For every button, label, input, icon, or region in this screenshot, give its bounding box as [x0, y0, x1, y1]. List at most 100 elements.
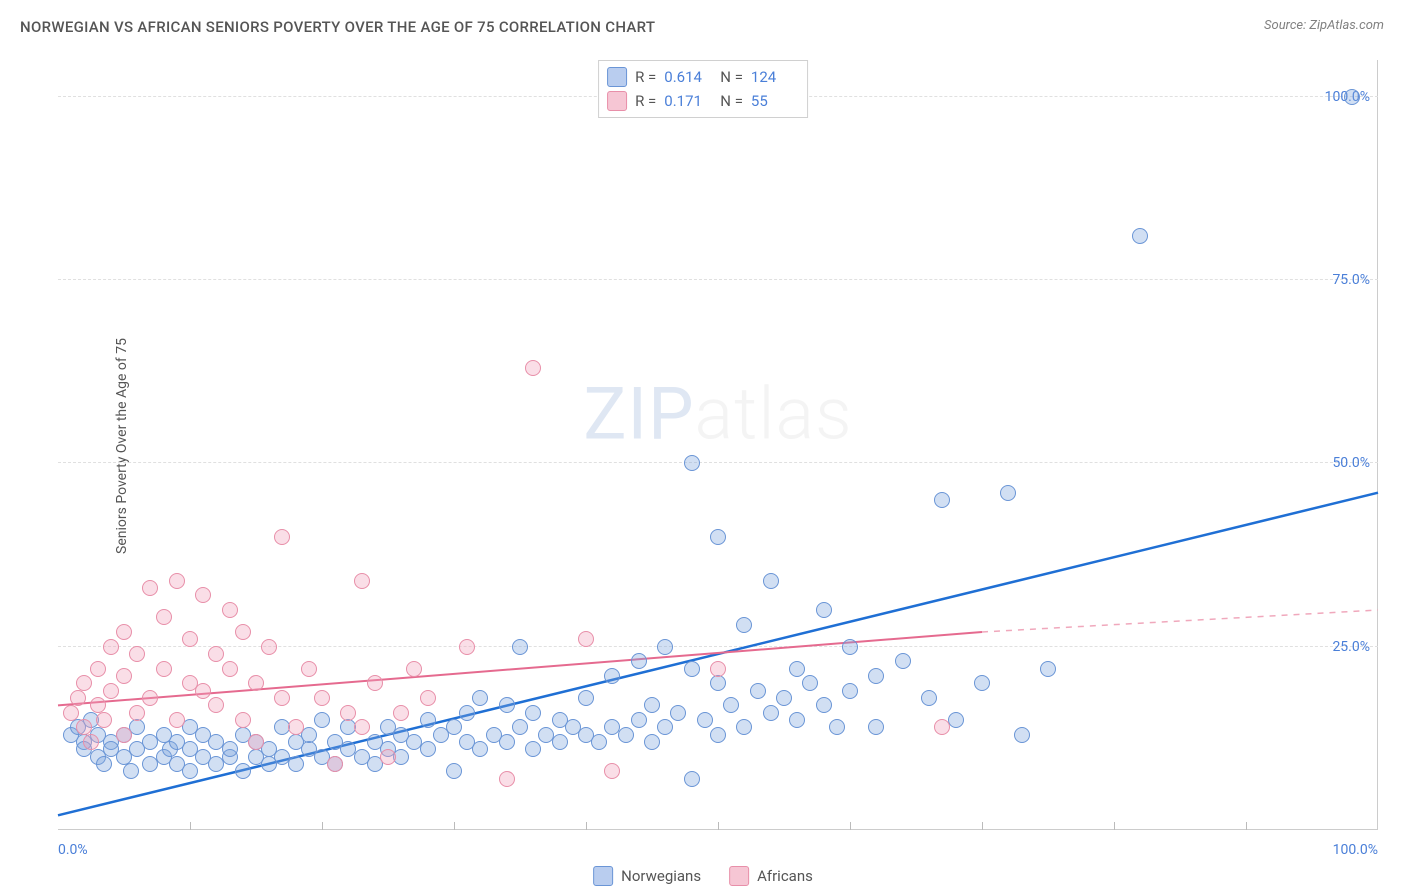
data-point — [222, 602, 238, 618]
data-point — [406, 661, 422, 677]
data-point — [169, 712, 185, 728]
data-point — [1014, 727, 1030, 743]
data-point — [776, 690, 792, 706]
data-point — [525, 705, 541, 721]
data-point — [314, 712, 330, 728]
data-point — [657, 639, 673, 655]
chart-title: NORWEGIAN VS AFRICAN SENIORS POVERTY OVE… — [20, 18, 655, 36]
data-point — [301, 661, 317, 677]
data-point — [235, 712, 251, 728]
scatter-plot: ZIPatlas 25.0%50.0%75.0%100.0% 0.0% 100.… — [58, 60, 1378, 830]
data-point — [90, 661, 106, 677]
data-point — [446, 763, 462, 779]
data-point — [750, 683, 766, 699]
data-point — [789, 661, 805, 677]
data-point — [578, 631, 594, 647]
data-point — [90, 697, 106, 713]
data-point — [578, 690, 594, 706]
data-point — [70, 690, 86, 706]
series-legend-item: Norwegians — [593, 866, 701, 886]
data-point — [710, 529, 726, 545]
data-point — [182, 763, 198, 779]
data-point — [499, 771, 515, 787]
data-point — [116, 668, 132, 684]
data-point — [763, 705, 779, 721]
data-point — [156, 661, 172, 677]
data-point — [142, 690, 158, 706]
legend-swatch — [593, 866, 613, 886]
data-point — [631, 712, 647, 728]
data-point — [697, 712, 713, 728]
data-point — [591, 734, 607, 750]
data-point — [816, 602, 832, 618]
x-tick-max: 100.0% — [1333, 842, 1378, 858]
data-point — [974, 675, 990, 691]
data-point — [657, 719, 673, 735]
data-point — [393, 705, 409, 721]
correlation-legend: R =0.614N =124R =0.171N =55 — [598, 60, 808, 118]
legend-r-value: 0.171 — [664, 92, 712, 110]
data-point — [169, 573, 185, 589]
data-point — [123, 763, 139, 779]
data-point — [472, 690, 488, 706]
data-point — [789, 712, 805, 728]
legend-swatch — [607, 91, 627, 111]
data-point — [631, 653, 647, 669]
series-legend: Norwegians Africans — [593, 866, 813, 886]
data-point — [472, 741, 488, 757]
data-point — [63, 705, 79, 721]
data-point — [288, 719, 304, 735]
source-attribution: Source: ZipAtlas.com — [1264, 18, 1384, 33]
data-point — [195, 587, 211, 603]
data-point — [116, 727, 132, 743]
data-point — [208, 646, 224, 662]
data-point — [96, 756, 112, 772]
data-point — [921, 690, 937, 706]
data-point — [354, 573, 370, 589]
data-point — [525, 741, 541, 757]
data-point — [116, 624, 132, 640]
data-point — [83, 734, 99, 750]
data-point — [248, 734, 264, 750]
data-point — [736, 617, 752, 633]
data-point — [380, 749, 396, 765]
data-point — [710, 727, 726, 743]
data-point — [604, 668, 620, 684]
data-point — [103, 683, 119, 699]
data-point — [314, 690, 330, 706]
data-point — [222, 741, 238, 757]
data-point — [604, 763, 620, 779]
data-point — [195, 683, 211, 699]
data-point — [274, 529, 290, 545]
data-point — [934, 492, 950, 508]
series-label: Africans — [757, 867, 813, 885]
data-point — [684, 455, 700, 471]
legend-row: R =0.614N =124 — [607, 65, 799, 89]
data-point — [1040, 661, 1056, 677]
legend-swatch — [607, 67, 627, 87]
x-tick-min: 0.0% — [58, 842, 88, 858]
data-point — [76, 675, 92, 691]
legend-n-value: 55 — [751, 92, 799, 110]
trend-lines — [58, 60, 1378, 830]
data-point — [76, 719, 92, 735]
data-point — [420, 690, 436, 706]
data-point — [512, 719, 528, 735]
data-point — [235, 763, 251, 779]
legend-n-value: 124 — [751, 68, 799, 86]
legend-swatch — [729, 866, 749, 886]
data-point — [868, 668, 884, 684]
data-point — [354, 719, 370, 735]
data-point — [235, 624, 251, 640]
data-point — [934, 719, 950, 735]
data-point — [763, 573, 779, 589]
data-point — [842, 639, 858, 655]
data-point — [736, 719, 752, 735]
series-legend-item: Africans — [729, 866, 813, 886]
data-point — [816, 697, 832, 713]
data-point — [274, 690, 290, 706]
legend-n-label: N = — [720, 68, 743, 86]
data-point — [129, 646, 145, 662]
data-point — [248, 675, 264, 691]
data-point — [525, 360, 541, 376]
